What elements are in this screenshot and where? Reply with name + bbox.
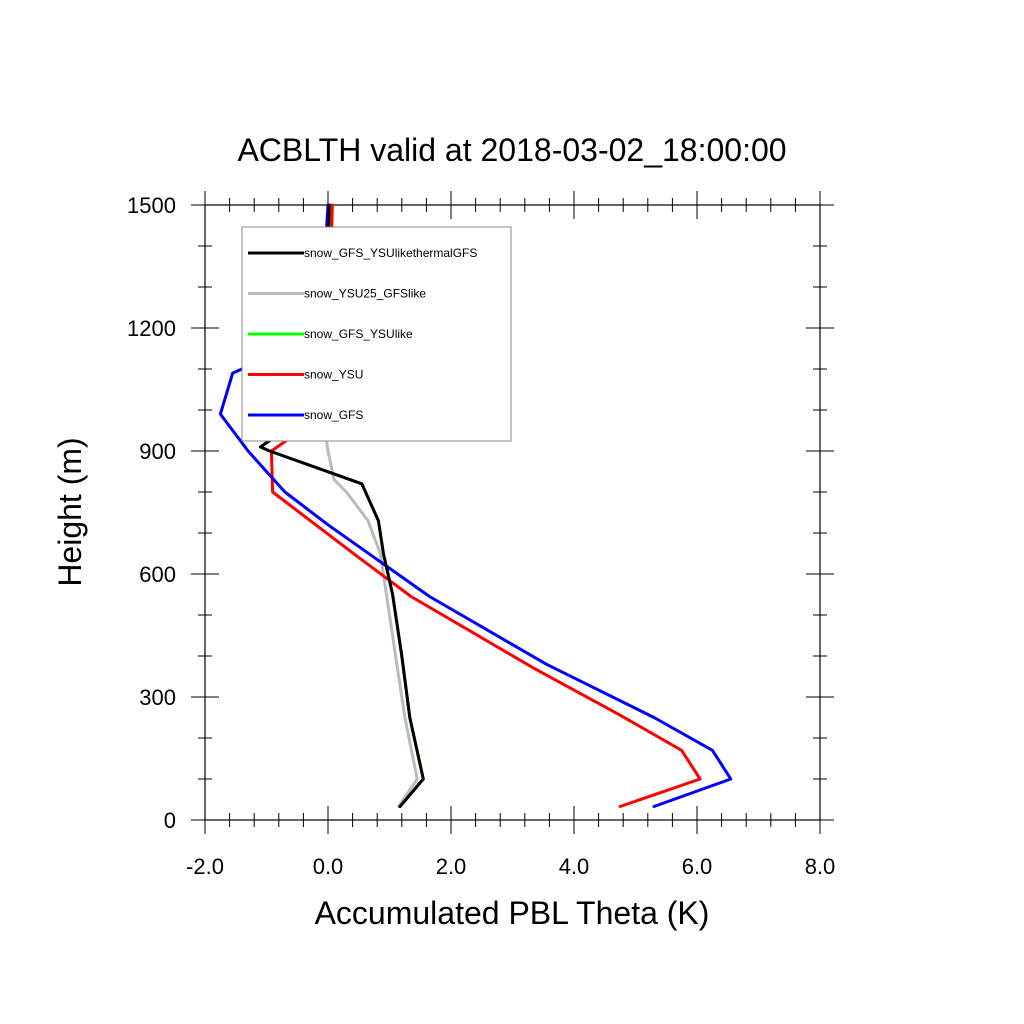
y-tick-label: 0 [164,808,176,833]
y-tick-labels: 0 300 600 900 1200 1500 [127,193,176,833]
x-tick-label: 4.0 [559,854,590,879]
y-tick-label: 900 [139,439,176,464]
plot-frame [204,204,821,821]
y-axis-label: Height (m) [52,437,88,586]
y-tick-label: 1500 [127,193,176,218]
x-tick-label: 0.0 [313,854,344,879]
y-tick-label: 600 [139,562,176,587]
minor-ticks [198,198,827,827]
legend-entries: snow_GFS_YSUlikethermalGFS snow_YSU25_GFS… [248,246,477,422]
x-tick-label: 6.0 [682,854,713,879]
y-tick-label: 1200 [127,316,176,341]
legend-label: snow_GFS_YSUlike [304,327,413,341]
legend-label: snow_YSU [304,368,363,382]
y-tick-label: 300 [139,685,176,710]
legend-label: snow_GFS [304,408,363,422]
x-tick-label: 2.0 [436,854,467,879]
legend-label: snow_YSU25_GFSlike [304,287,426,301]
x-axis-label: Accumulated PBL Theta (K) [315,895,710,931]
x-tick-labels: -2.0 0.0 2.0 4.0 6.0 8.0 [186,854,835,879]
x-tick-label: 8.0 [805,854,836,879]
legend-label: snow_GFS_YSUlikethermalGFS [304,246,477,260]
chart-title: ACBLTH valid at 2018-03-02_18:00:00 [237,132,786,168]
legend: snow_GFS_YSUlikethermalGFS snow_YSU25_GFS… [241,226,512,442]
x-tick-label: -2.0 [186,854,224,879]
